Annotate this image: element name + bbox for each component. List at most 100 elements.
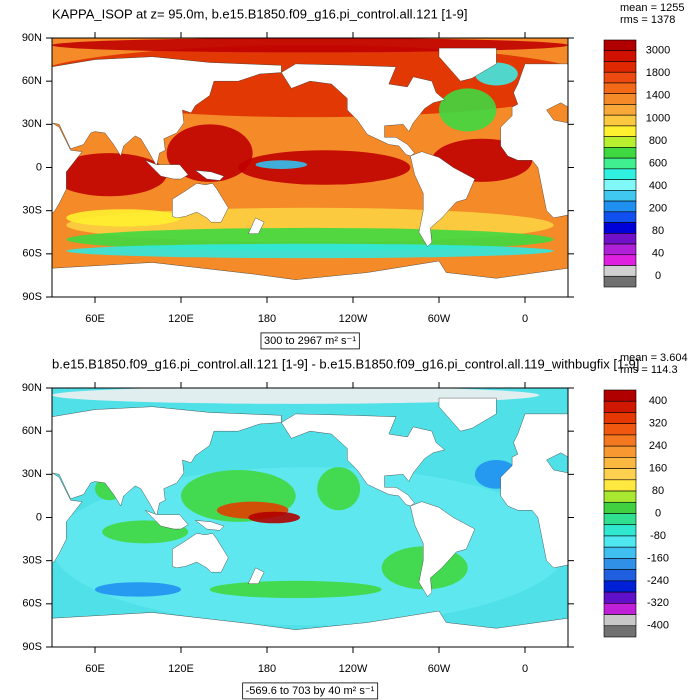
range-caption: -569.6 to 703 by 40 m² s⁻¹ <box>246 685 375 697</box>
field-blob <box>52 153 167 197</box>
caption-box <box>260 332 360 350</box>
field-blob <box>166 124 253 182</box>
x-tick-label: 60E <box>85 313 105 325</box>
land <box>500 63 568 219</box>
field-blob <box>95 582 181 597</box>
colorbar-box <box>603 445 637 458</box>
colorbar-box <box>603 179 637 191</box>
y-tick-label: 30S <box>22 555 42 567</box>
colorbar-box <box>603 275 637 288</box>
colorbar-label: 600 <box>649 157 667 169</box>
y-tick-label: 90S <box>22 291 42 303</box>
colorbar-label: 3000 <box>646 45 670 57</box>
x-tick-label: 0 <box>522 313 528 325</box>
x-tick-label: 0 <box>522 663 528 675</box>
mean-label: mean = 3.604 <box>620 352 688 364</box>
land <box>500 413 568 569</box>
colorbar-box <box>603 457 637 469</box>
map-field <box>52 38 568 297</box>
land <box>194 170 225 181</box>
colorbar-box <box>603 591 637 604</box>
y-tick-label: 30N <box>22 118 42 130</box>
colorbar-box <box>603 400 637 413</box>
colorbar-label: 80 <box>652 225 664 237</box>
caption-box <box>242 682 379 700</box>
field-blob <box>255 160 308 169</box>
x-tick-label: 120E <box>168 663 194 675</box>
colorbar-box <box>603 558 637 570</box>
colorbar-box <box>603 104 637 116</box>
y-tick-label: 0 <box>36 161 42 173</box>
land <box>145 510 189 530</box>
land <box>52 122 83 214</box>
land <box>410 151 476 247</box>
land <box>52 260 568 297</box>
colorbar-label: 0 <box>655 507 661 519</box>
colorbar-box <box>603 625 637 638</box>
land <box>248 567 265 584</box>
rms-label: rms = 114.3 <box>620 364 678 376</box>
colorbar-label: 40 <box>652 248 664 260</box>
colorbar-box <box>603 580 637 593</box>
field-blob <box>248 511 300 524</box>
colorbar-box <box>603 222 637 234</box>
colorbar-box <box>603 389 637 402</box>
y-tick-label: 60N <box>22 75 42 87</box>
x-tick-label: 120W <box>339 313 368 325</box>
colorbar-box <box>603 50 637 62</box>
colorbar-label: -400 <box>647 620 669 632</box>
x-tick-label: 180 <box>258 313 276 325</box>
y-tick-label: 30N <box>22 468 42 480</box>
map-field <box>52 388 568 647</box>
colorbar-box <box>603 168 637 180</box>
colorbar-label: 1400 <box>646 90 670 102</box>
colorbar-label: 80 <box>652 485 664 497</box>
field-blob <box>66 243 554 259</box>
y-tick-label: 0 <box>36 511 42 523</box>
colorbar-box <box>603 71 637 84</box>
colorbar-box <box>603 546 637 559</box>
colorbar-box <box>603 412 637 424</box>
x-tick-label: 120W <box>339 663 368 675</box>
field-blob <box>439 88 497 132</box>
land <box>172 183 229 223</box>
land <box>438 47 497 82</box>
land <box>248 217 265 234</box>
colorbar-box <box>603 614 637 627</box>
land <box>194 520 225 531</box>
field-blob <box>209 580 382 599</box>
colorbar-box <box>603 490 637 503</box>
field-blob <box>66 209 181 227</box>
colorbar-box <box>603 434 637 447</box>
colorbar-box <box>603 190 637 202</box>
colorbar-box <box>603 136 637 148</box>
colorbar-label: 240 <box>649 440 667 452</box>
colorbar-box <box>603 243 637 256</box>
land <box>281 63 446 157</box>
colorbar-box <box>603 501 637 514</box>
x-tick-label: 180 <box>258 663 276 675</box>
y-tick-label: 60S <box>22 598 42 610</box>
y-tick-label: 90S <box>22 641 42 653</box>
land <box>52 56 282 167</box>
colorbar-label: -240 <box>647 575 669 587</box>
colorbar-box <box>603 125 637 137</box>
colorbar-label: 400 <box>649 395 667 407</box>
land <box>438 397 497 432</box>
colorbar-box <box>603 535 637 548</box>
y-tick-label: 30S <box>22 205 42 217</box>
colorbar-box <box>603 200 637 213</box>
land <box>172 533 229 573</box>
colorbar-box <box>603 157 637 170</box>
x-tick-label: 60E <box>85 663 105 675</box>
colorbar-box <box>603 513 637 526</box>
colorbar-box <box>603 233 637 245</box>
y-tick-label: 60S <box>22 248 42 260</box>
colorbar-label: 320 <box>649 418 667 430</box>
colorbar-label: -320 <box>647 597 669 609</box>
colorbar-label: 400 <box>649 180 667 192</box>
colorbar-label: -80 <box>650 530 666 542</box>
panel-title: b.e15.B1850.f09_g16.pi_control.all.121 [… <box>52 356 639 371</box>
colorbar-box <box>603 211 637 223</box>
